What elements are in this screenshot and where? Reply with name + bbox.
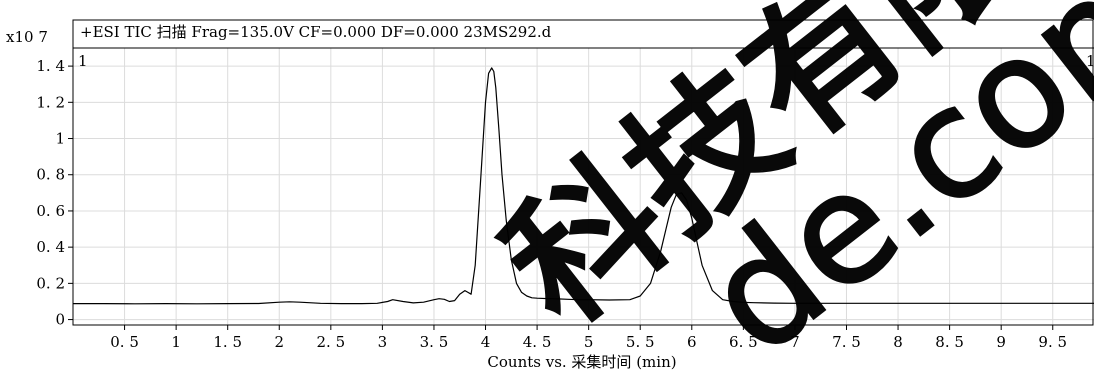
x-tick-label: 2: [274, 333, 284, 351]
y-multiplier-label: x10 7: [6, 28, 48, 46]
x-tick-label: 6: [687, 333, 697, 351]
x-tick-label: 1. 5: [213, 333, 242, 351]
x-tick-label: 9. 5: [1038, 333, 1067, 351]
x-tick-label: 7: [790, 333, 800, 351]
x-tick-label: 2. 5: [317, 333, 346, 351]
x-axis-title: Counts vs. 采集时间 (min): [487, 353, 676, 371]
y-tick-label: 0. 8: [36, 166, 65, 184]
x-tick-label: 3: [378, 333, 388, 351]
y-tick-label: 1. 4: [36, 57, 65, 75]
y-tick-label: 1: [55, 130, 65, 148]
plot-lines: [73, 67, 1094, 305]
y-tick-label: 0. 2: [36, 274, 65, 292]
x-tick-label: 1: [171, 333, 181, 351]
y-tick-label: 1. 2: [36, 93, 65, 111]
panel-index-left: 1: [78, 52, 88, 70]
labels: x10 7 +ESI TIC 扫描 Frag=135.0V CF=0.000 D…: [6, 23, 1094, 371]
x-tick-label: 3. 5: [420, 333, 449, 351]
x-tick-label: 8: [893, 333, 903, 351]
y-tick-label: 0: [55, 311, 65, 329]
x-tick-label: 6. 5: [729, 333, 758, 351]
x-tick-label: 4. 5: [523, 333, 552, 351]
tic-trace: [73, 67, 1094, 305]
plot-frame: [72, 19, 1094, 326]
y-tick-label: 0. 6: [36, 202, 65, 220]
x-tick-label: 0. 5: [110, 333, 139, 351]
x-tick-label: 5. 5: [626, 333, 655, 351]
grid: [73, 48, 1094, 325]
x-tick-label: 5: [584, 333, 594, 351]
x-tick-label: 9: [996, 333, 1006, 351]
x-tick-label: 8. 5: [935, 333, 964, 351]
axes: [68, 19, 1094, 330]
x-tick-label: 7. 5: [832, 333, 861, 351]
chart-title: +ESI TIC 扫描 Frag=135.0V CF=0.000 DF=0.00…: [80, 23, 552, 41]
x-tick-label: 4: [481, 333, 491, 351]
panel-index-right: 1: [1086, 52, 1094, 70]
y-tick-label: 0. 4: [36, 238, 65, 256]
